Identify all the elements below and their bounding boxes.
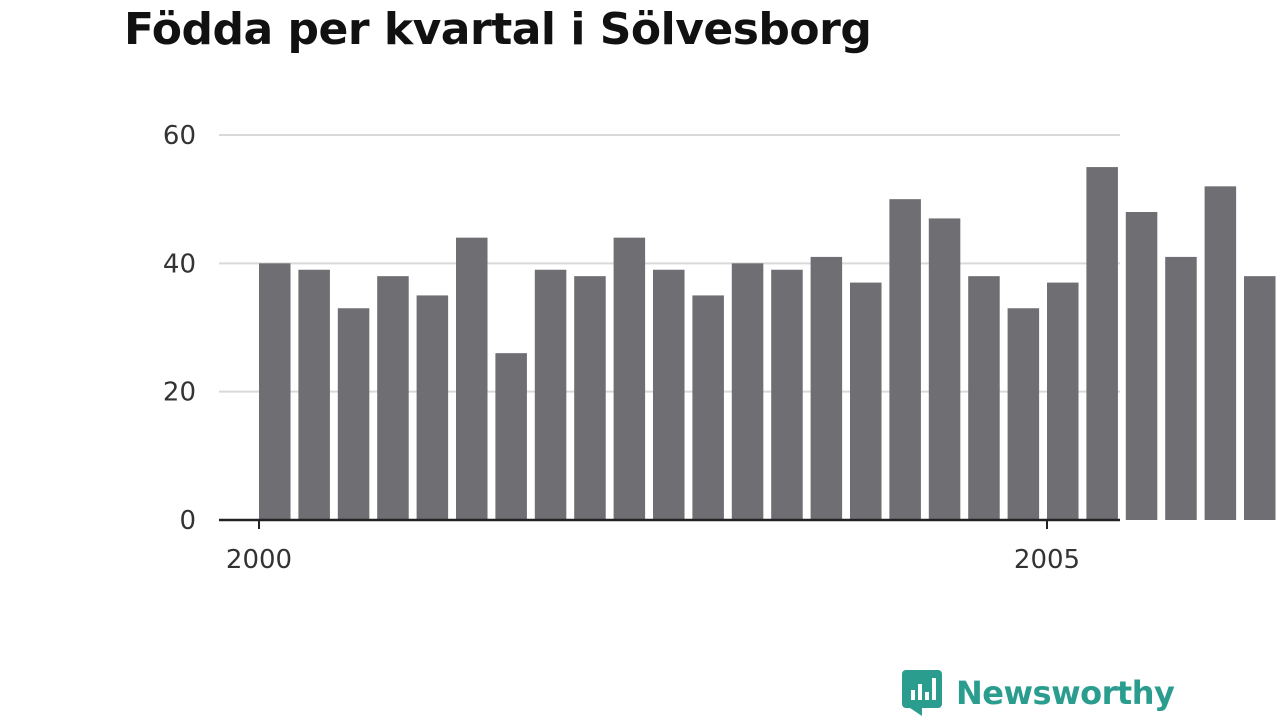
x-tick-label: 2000 [226,545,292,575]
newsworthy-logo-icon [902,670,942,716]
bar [653,269,685,520]
x-tick-label: 2005 [1014,545,1080,575]
bar [377,276,409,520]
bar [337,308,370,520]
bar [1125,212,1158,520]
y-tick-label: 40 [163,249,196,279]
bar [416,295,449,520]
y-axis-labels: 0 20 40 60 [163,121,196,536]
bar [456,237,488,520]
bar [968,276,1000,520]
bar [298,269,330,520]
bar [1047,282,1079,520]
bar [534,269,567,520]
brand-name: Newsworthy [956,674,1175,712]
bar [613,237,646,520]
bar [771,269,803,520]
bar [731,263,764,520]
y-tick-label: 20 [163,378,196,408]
chart-title: Födda per kvartal i Sölvesborg [124,4,872,55]
bar [1244,276,1276,520]
bar [574,276,606,520]
bar [1165,256,1197,520]
bar [928,218,961,520]
bar [692,295,724,520]
bar [1086,167,1118,521]
bar [850,282,882,520]
bar [1007,308,1040,520]
bars [259,167,1276,521]
brand-logo: Newsworthy [902,670,1175,716]
bar [495,353,527,520]
bar [259,263,291,520]
x-axis-labels: 200020052010201520202025 [226,545,1080,575]
bar [1204,186,1237,521]
bar [889,199,921,520]
bar [810,256,843,520]
y-tick-label: 0 [179,506,196,536]
y-tick-label: 60 [163,121,196,151]
x-axis [219,518,1120,529]
